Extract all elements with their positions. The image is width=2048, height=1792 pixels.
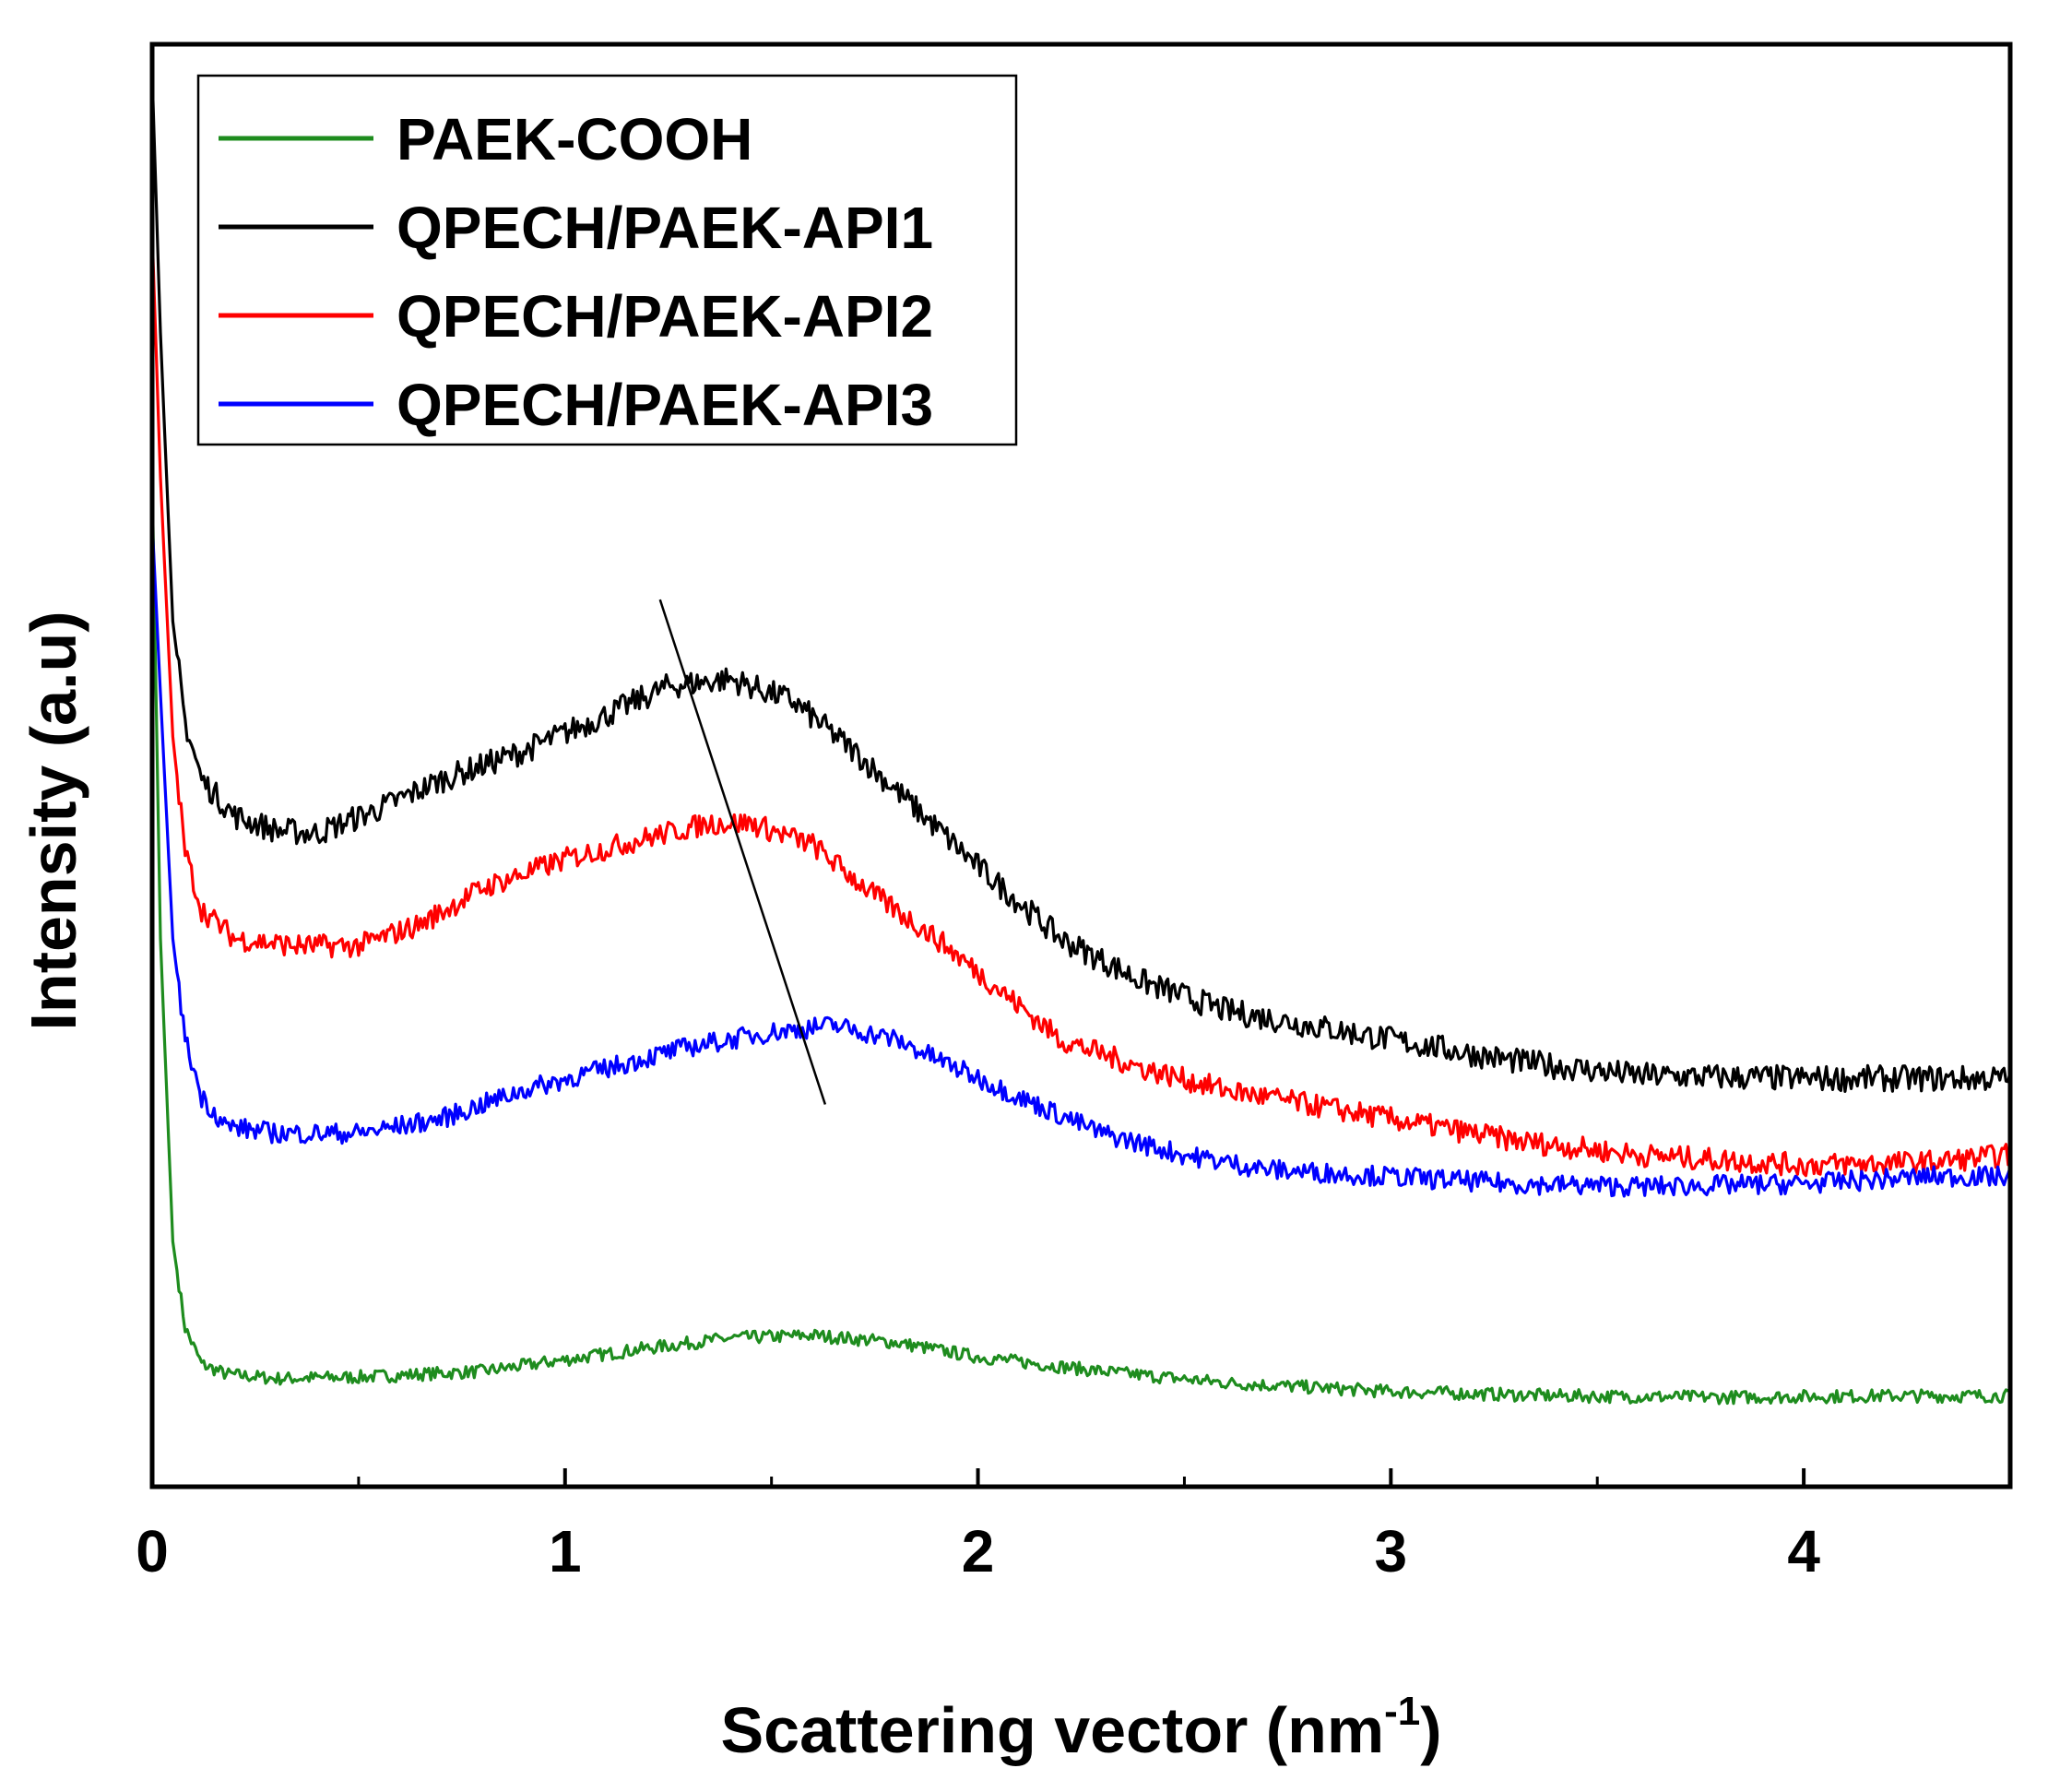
x-tick-label-0: 0 bbox=[136, 1518, 169, 1584]
peak-shift-trend-line bbox=[658, 599, 827, 1105]
series-line-paek-cooh bbox=[150, 477, 2011, 1406]
x-axis-title-main: Scattering vector (nm bbox=[720, 1694, 1384, 1766]
x-axis-title: Scattering vector (nm-1) bbox=[720, 1689, 1441, 1766]
x-tick-label-4: 4 bbox=[1787, 1518, 1820, 1584]
x-tick-label-2: 2 bbox=[962, 1518, 995, 1584]
series-line-qpech-paek-api2 bbox=[150, 231, 2012, 1178]
series-layer bbox=[150, 73, 2012, 1406]
legend-label-qpech-paek-api2: QPECH/PAEK-API2 bbox=[397, 283, 933, 350]
legend-label-qpech-paek-api1: QPECH/PAEK-API1 bbox=[397, 195, 933, 261]
y-axis-title: Intensity (a.u) bbox=[18, 611, 89, 1030]
plot-frame bbox=[149, 42, 2013, 1489]
x-axis-title-superscript: -1 bbox=[1384, 1689, 1420, 1734]
tick-layer: 0 1 2 3 4 bbox=[136, 1468, 1820, 1584]
series-line-qpech-paek-api1 bbox=[150, 73, 2012, 1093]
trend-layer bbox=[658, 599, 827, 1105]
series-line-qpech-paek-api3 bbox=[150, 520, 2012, 1198]
legend: PAEK-COOH QPECH/PAEK-API1 QPECH/PAEK-API2 Q… bbox=[196, 74, 1018, 446]
legend-label-qpech-paek-api3: QPECH/PAEK-API3 bbox=[397, 372, 933, 438]
legend-label-paek-cooh: PAEK-COOH bbox=[397, 106, 752, 172]
x-tick-label-1: 1 bbox=[549, 1518, 582, 1584]
x-tick-label-3: 3 bbox=[1375, 1518, 1408, 1584]
x-axis-title-close: ) bbox=[1420, 1694, 1441, 1766]
